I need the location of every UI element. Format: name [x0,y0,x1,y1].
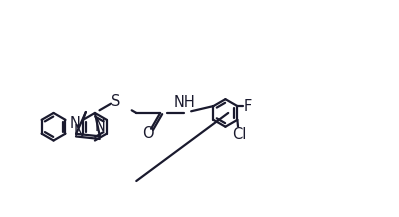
Text: O: O [142,126,154,141]
Text: N: N [73,124,85,139]
Text: Cl: Cl [232,127,246,142]
Text: S: S [111,94,120,108]
Text: N: N [95,119,106,134]
Text: F: F [244,99,252,113]
Text: N: N [70,116,81,131]
Text: NH: NH [173,95,195,110]
